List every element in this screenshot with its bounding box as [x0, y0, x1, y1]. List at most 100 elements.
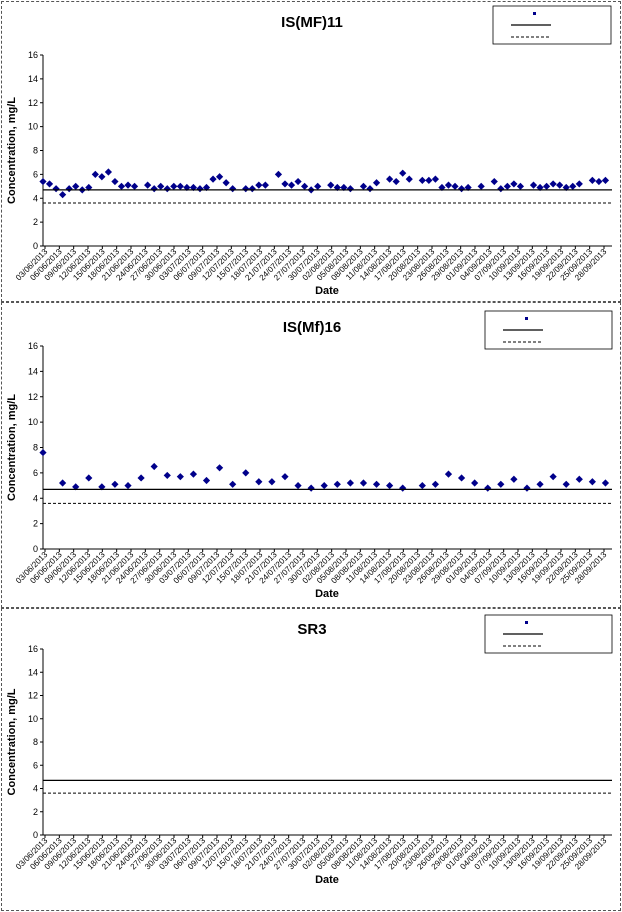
data-point-marker: [484, 484, 492, 492]
data-point-marker: [294, 177, 302, 186]
data-point-marker: [281, 180, 289, 188]
data-point-marker: [124, 181, 132, 189]
data-point-marker: [359, 182, 368, 190]
chart-title: IS(MF)11: [281, 14, 343, 31]
y-tick-label: 8: [33, 146, 38, 156]
data-point-marker: [556, 181, 564, 189]
y-tick-label: 16: [28, 50, 38, 60]
y-tick-label: 0: [33, 830, 38, 840]
y-tick-label: 0: [33, 241, 38, 251]
x-axis-label: Date: [315, 874, 339, 886]
data-point-marker: [392, 177, 400, 186]
y-tick-label: 16: [28, 341, 38, 351]
data-point-marker: [333, 480, 341, 488]
data-point-marker: [516, 182, 525, 190]
chart-title: IS(Mf)16: [283, 319, 341, 336]
data-point-marker: [372, 480, 381, 488]
data-point-marker: [52, 185, 60, 193]
y-tick-label: 16: [28, 644, 38, 654]
data-point-marker: [170, 182, 178, 190]
data-point-marker: [229, 480, 237, 488]
data-point-marker: [595, 177, 603, 186]
y-tick-label: 10: [28, 122, 38, 132]
data-point-marker: [98, 483, 106, 491]
data-point-marker: [163, 471, 171, 480]
y-tick-label: 8: [33, 443, 38, 453]
x-axis-label: Date: [315, 285, 339, 297]
data-point-marker: [457, 474, 466, 482]
data-point-marker: [111, 480, 119, 488]
data-point-marker: [346, 185, 354, 193]
y-tick-label: 4: [33, 193, 38, 203]
data-point-marker: [301, 182, 309, 190]
data-point-marker: [72, 483, 80, 491]
y-tick-label: 8: [33, 737, 38, 747]
data-point-marker: [399, 169, 407, 177]
data-point-marker: [242, 469, 250, 477]
chart-ismf11: IS(MF)11 0 2 4 6 8 10 12 14 16 Concentration, mg/L…: [6, 5, 612, 297]
data-point-marker: [202, 476, 211, 485]
data-point-marker: [601, 176, 610, 184]
data-point-marker: [209, 175, 217, 183]
legend-marker-symbol: [525, 621, 528, 624]
data-point-marker: [72, 182, 80, 190]
data-point-marker: [503, 182, 511, 190]
data-point-marker: [425, 176, 433, 184]
data-point-marker: [549, 473, 557, 481]
data-point-marker: [497, 480, 505, 488]
data-point-marker: [294, 481, 302, 490]
data-point-marker: [137, 474, 145, 482]
y-tick-label: 4: [33, 493, 38, 503]
data-point-marker: [150, 462, 158, 471]
data-point-marker: [85, 474, 93, 482]
data-point-marker: [163, 185, 171, 193]
y-tick-label: 10: [28, 714, 38, 724]
data-point-marker: [471, 479, 479, 487]
data-point-marker: [45, 180, 54, 188]
y-axis-label: Concentration, mg/L: [6, 97, 18, 204]
data-point-marker: [359, 479, 368, 487]
data-point-marker: [562, 480, 570, 488]
data-point-marker: [274, 170, 283, 178]
data-point-marker: [372, 179, 381, 187]
y-tick-label: 14: [28, 366, 38, 376]
chart-panel-ismf16: IS(Mf)16 0 2 4 6 8 10 12 14 16 Concentration, mg/L…: [1, 302, 621, 608]
data-point-marker: [386, 481, 394, 490]
data-point-marker: [189, 470, 198, 478]
data-point-marker: [59, 479, 67, 487]
data-point-marker: [268, 478, 276, 486]
chart-panel-sr3: SR3 0 2 4 6 8 10 12 14 16 Concentration, mg/L 03/06…: [1, 608, 621, 911]
data-point-marker: [549, 180, 557, 188]
data-point-marker: [215, 464, 224, 472]
data-point-marker: [431, 175, 440, 183]
y-axis-label: Concentration, mg/L: [6, 394, 18, 501]
y-tick-label: 14: [28, 667, 38, 677]
legend-marker-symbol: [533, 12, 536, 15]
chart-ismf16: IS(Mf)16 0 2 4 6 8 10 12 14 16 Concentration, mg/L…: [6, 310, 613, 600]
data-point-marker: [307, 484, 315, 492]
y-tick-label: 14: [28, 74, 38, 84]
data-point-marker: [144, 181, 152, 189]
data-point-marker: [222, 179, 230, 187]
data-point-marker: [366, 185, 374, 193]
data-point-marker: [124, 481, 132, 490]
y-tick-label: 6: [33, 169, 38, 179]
data-point-marker: [215, 173, 224, 181]
data-point-marker: [130, 182, 139, 190]
data-point-marker: [451, 182, 459, 190]
y-tick-label: 2: [33, 217, 38, 227]
data-point-marker: [157, 182, 165, 190]
data-point-marker: [327, 181, 335, 189]
data-point-marker: [91, 170, 99, 178]
data-point-marker: [542, 182, 551, 190]
data-point-marker: [281, 473, 289, 481]
data-point-marker: [98, 173, 106, 181]
data-point-marker: [255, 478, 263, 486]
data-point-marker: [150, 185, 158, 193]
data-point-marker: [320, 481, 328, 490]
x-axis-label: Date: [315, 588, 339, 600]
data-point-marker: [444, 470, 453, 478]
data-point-marker: [261, 181, 269, 189]
data-point-marker: [601, 479, 610, 487]
data-point-marker: [523, 484, 531, 492]
